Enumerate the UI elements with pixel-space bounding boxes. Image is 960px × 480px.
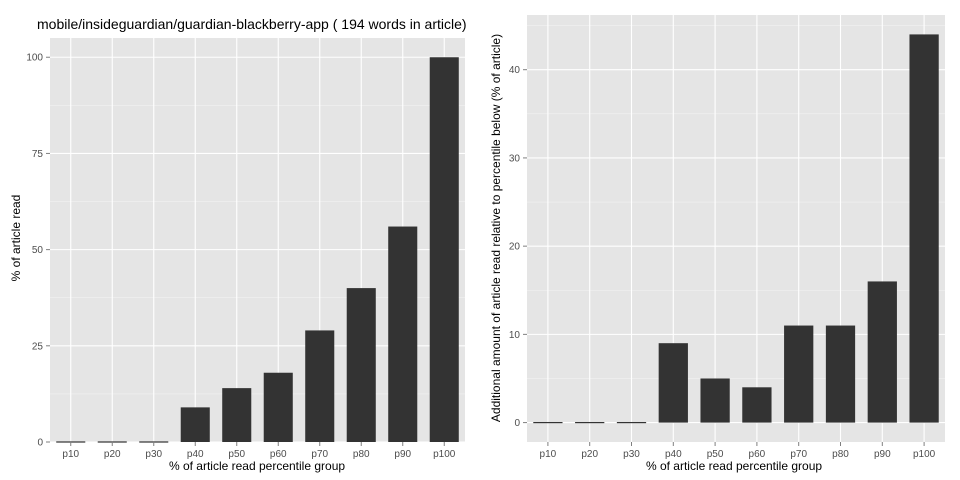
x-tick-label: p80 (832, 449, 849, 460)
x-tick-label: p100 (433, 449, 456, 460)
bar-p90 (388, 226, 418, 442)
bar-p100 (429, 57, 459, 442)
bar-p40 (180, 407, 210, 442)
x-tick-label: p30 (623, 449, 640, 460)
y-axis-label: Additional amount of article read relati… (489, 34, 503, 422)
bar-p70 (784, 325, 814, 423)
bar-p40 (658, 343, 688, 423)
x-tick-label: p70 (790, 449, 807, 460)
y-tick-label: 0 (37, 438, 43, 449)
bar-p50 (700, 378, 730, 423)
x-tick-label: p20 (581, 449, 598, 460)
y-tick-label: 20 (509, 242, 521, 253)
bar-p80 (825, 325, 856, 423)
y-tick-label: 40 (509, 65, 521, 76)
x-tick-label: p40 (187, 449, 204, 460)
y-tick-label: 100 (26, 53, 43, 64)
left-chart: mobile/insideguardian/guardian-blackberr… (9, 16, 467, 473)
bar-p10 (533, 421, 563, 424)
y-tick-label: 75 (32, 149, 44, 160)
bar-p80 (346, 288, 376, 442)
x-tick-label: p60 (749, 449, 766, 460)
x-axis-label: % of article read percentile group (169, 459, 345, 473)
x-tick-label: p50 (228, 449, 245, 460)
y-tick-label: 50 (32, 245, 44, 256)
y-tick-label: 0 (514, 418, 520, 429)
y-tick-label: 30 (509, 153, 521, 164)
bar-p100 (909, 34, 939, 423)
x-tick-label: p40 (665, 449, 682, 460)
x-tick-label: p50 (707, 449, 724, 460)
x-tick-label: p60 (270, 449, 287, 460)
bar-p30 (616, 421, 647, 424)
x-tick-label: p80 (353, 449, 370, 460)
x-tick-label: p70 (311, 449, 328, 460)
x-tick-label: p100 (913, 449, 936, 460)
right-chart: % of article read percentile group Addit… (489, 15, 945, 473)
y-tick-label: 10 (509, 330, 521, 341)
x-tick-label: p90 (874, 449, 891, 460)
x-tick-label: p20 (104, 449, 121, 460)
bar-p60 (263, 372, 293, 442)
x-tick-label: p10 (62, 449, 79, 460)
x-tick-label: p90 (394, 449, 411, 460)
x-tick-label: p30 (145, 449, 162, 460)
x-axis-label: % of article read percentile group (646, 459, 822, 473)
x-tick-label: p10 (540, 449, 557, 460)
bar-p60 (742, 387, 772, 423)
y-tick-label: 25 (32, 341, 44, 352)
bar-p70 (305, 330, 335, 442)
bar-p90 (867, 281, 897, 423)
bar-p50 (222, 388, 252, 442)
y-axis-label: % of article read (9, 195, 23, 282)
bar-p20 (575, 421, 605, 424)
chart-title: mobile/insideguardian/guardian-blackberr… (37, 16, 467, 32)
